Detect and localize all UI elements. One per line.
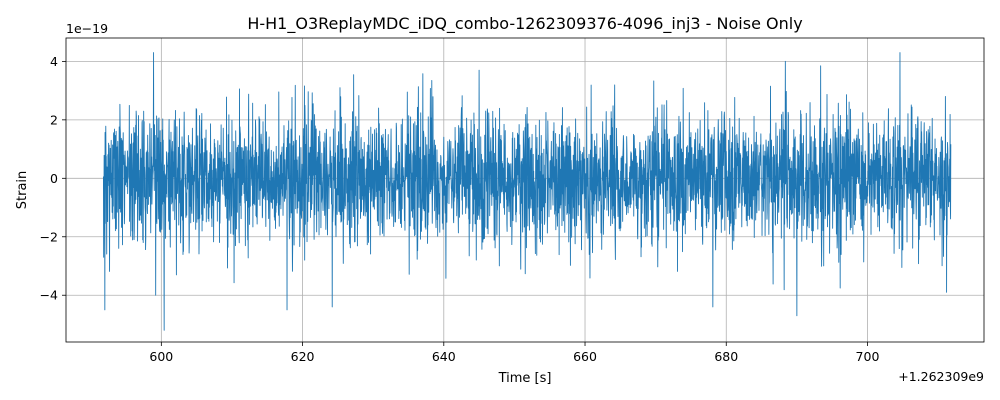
x-tick-label: 680 <box>714 349 738 364</box>
y-axis-ticks: −4 −2 0 2 4 <box>40 54 66 303</box>
x-tick-label: 640 <box>432 349 456 364</box>
x-axis-label: Time [s] <box>498 371 552 386</box>
y-tick-label: −2 <box>40 229 58 244</box>
y-axis-label: Strain <box>15 171 30 210</box>
x-axis-ticks: 600 620 640 660 680 700 <box>149 342 879 364</box>
x-tick-label: 660 <box>573 349 597 364</box>
x-tick-label: 600 <box>149 349 173 364</box>
x-offset-label: +1.262309e9 <box>898 369 984 384</box>
x-tick-label: 620 <box>291 349 315 364</box>
y-tick-label: 4 <box>50 54 58 69</box>
x-tick-label: 700 <box>856 349 880 364</box>
plot-frame <box>65 37 985 343</box>
strain-series-line <box>102 52 952 331</box>
y-tick-label: 0 <box>50 171 58 186</box>
y-tick-label: 2 <box>50 112 58 127</box>
y-tick-label: −4 <box>40 288 58 303</box>
y-scale-label: 1e−19 <box>66 21 108 36</box>
chart-title: H-H1_O3ReplayMDC_iDQ_combo-1262309376-40… <box>247 14 802 34</box>
